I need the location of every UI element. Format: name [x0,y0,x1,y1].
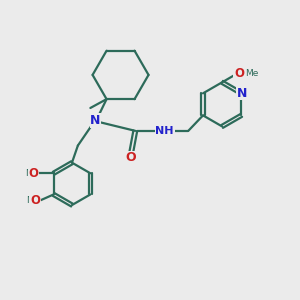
Text: O: O [28,167,39,180]
Text: Me: Me [245,69,258,78]
Text: O: O [125,152,136,164]
Text: Me: Me [26,196,40,205]
Text: N: N [90,114,101,127]
Text: NH: NH [155,126,174,136]
Text: N: N [237,87,247,100]
Text: O: O [30,194,40,207]
Text: O: O [234,67,244,80]
Text: Me: Me [25,169,38,178]
